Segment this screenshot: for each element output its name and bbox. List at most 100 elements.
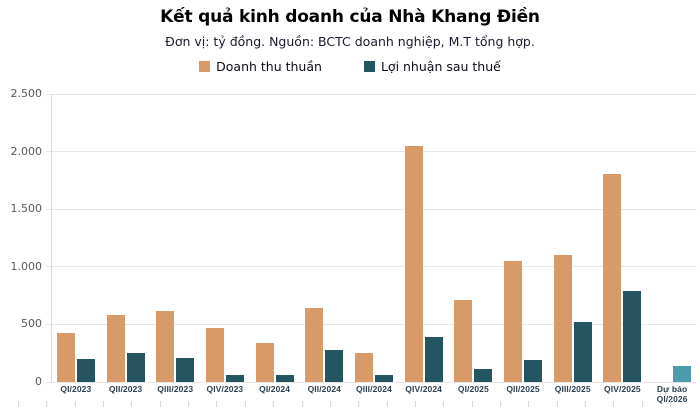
x-axis-tick-label: QIII/2024 bbox=[356, 384, 392, 394]
legend-swatch-revenue-icon bbox=[199, 61, 211, 72]
bottom-axis-tick bbox=[159, 401, 161, 407]
gridline bbox=[46, 208, 697, 210]
x-axis-tick-label: QI/2023 bbox=[60, 384, 92, 394]
bar-profit bbox=[573, 322, 592, 382]
bar-profit bbox=[325, 350, 344, 382]
legend-swatch-profit-icon bbox=[363, 61, 375, 72]
bar-profit bbox=[673, 365, 692, 382]
bar-revenue bbox=[156, 311, 175, 382]
bottom-axis-tick bbox=[188, 401, 190, 407]
bottom-axis-ticks bbox=[0, 401, 700, 408]
bar-profit bbox=[126, 352, 145, 382]
bottom-axis-tick bbox=[301, 401, 303, 407]
bottom-axis-tick bbox=[585, 401, 586, 407]
gridline bbox=[46, 266, 697, 268]
bottom-axis-tick bbox=[471, 401, 473, 407]
plot-area: 0 500 1.000 1.500 2.000 2.500 bbox=[11, 87, 697, 388]
y-axis-tick-label: 0 bbox=[35, 375, 42, 388]
bar-group bbox=[449, 94, 499, 382]
bar-group bbox=[399, 94, 449, 382]
bar-group bbox=[299, 94, 349, 382]
y-axis-tick-label: 1.500 bbox=[10, 202, 43, 216]
bar-revenue bbox=[553, 255, 572, 382]
bottom-axis-tick bbox=[528, 401, 530, 407]
legend-item-profit: Lợi nhuận sau thuế bbox=[363, 59, 501, 74]
x-axis-tick-label: QIV/2023 bbox=[206, 384, 244, 394]
gridline bbox=[46, 381, 697, 383]
bar-group bbox=[598, 94, 648, 382]
bar-profit bbox=[474, 368, 493, 382]
x-axis-tick-label: QII/2023 bbox=[108, 384, 143, 394]
legend-label-revenue: Doanh thu thuần bbox=[216, 59, 322, 74]
bottom-axis-tick bbox=[670, 401, 672, 407]
bottom-axis-tick bbox=[18, 401, 19, 407]
x-axis-tick-label: QI/2025 bbox=[457, 384, 489, 394]
bottom-axis-tick bbox=[46, 401, 48, 407]
bar-profit bbox=[275, 375, 294, 382]
bar-profit bbox=[374, 374, 393, 382]
chart-subtitle: Đơn vị: tỷ đồng. Nguồn: BCTC doanh nghiệ… bbox=[165, 34, 535, 49]
bottom-axis-tick bbox=[329, 401, 331, 407]
bar-profit bbox=[623, 291, 642, 382]
bar-revenue bbox=[205, 328, 224, 382]
bar-group bbox=[498, 94, 548, 382]
bottom-axis-tick bbox=[216, 401, 218, 407]
bottom-axis-tick bbox=[74, 401, 76, 407]
gridline bbox=[46, 151, 697, 153]
bar-revenue bbox=[255, 343, 274, 382]
x-axis-tick-label: QI/2024 bbox=[259, 384, 291, 394]
x-axis-tick-label: QIV/2024 bbox=[405, 384, 443, 394]
bar-profit bbox=[424, 337, 443, 382]
bar-group bbox=[647, 94, 697, 382]
bar-group bbox=[349, 94, 399, 382]
bottom-axis-tick bbox=[358, 401, 360, 407]
x-axis-tick-label: QII/2024 bbox=[307, 384, 341, 394]
y-axis-tick-label: 1.000 bbox=[10, 259, 43, 273]
bottom-axis-tick bbox=[244, 401, 246, 407]
y-axis-line bbox=[51, 94, 52, 382]
x-axis-tick-label: QIV/2025 bbox=[604, 384, 641, 394]
legend-item-revenue: Doanh thu thuần bbox=[199, 59, 322, 74]
bar-profit bbox=[524, 360, 543, 382]
bar-revenue bbox=[106, 314, 125, 382]
bar-revenue bbox=[354, 353, 373, 382]
bar-group bbox=[51, 94, 101, 382]
x-axis-tick-label: QIII/2025 bbox=[554, 384, 591, 394]
bar-revenue bbox=[305, 307, 324, 382]
bottom-axis-tick bbox=[103, 401, 105, 407]
bottom-axis-tick bbox=[131, 401, 133, 407]
legend: Doanh thu thuần Lợi nhuận sau thuế bbox=[0, 59, 700, 74]
bar-group bbox=[101, 94, 151, 382]
bottom-axis-tick bbox=[273, 401, 275, 407]
x-axis-tick-label: QII/2025 bbox=[506, 384, 540, 394]
legend-label-profit: Lợi nhuận sau thuế bbox=[380, 59, 501, 74]
bar-profit bbox=[76, 358, 95, 382]
bottom-axis-tick bbox=[641, 401, 643, 407]
y-axis-tick-label: 2.000 bbox=[10, 144, 43, 158]
bar-group bbox=[250, 94, 300, 382]
bottom-axis-tick bbox=[613, 401, 615, 407]
y-axis-tick-label: 500 bbox=[21, 317, 42, 331]
bar-revenue bbox=[454, 300, 473, 382]
x-axis-tick-label: QIII/2023 bbox=[157, 384, 194, 394]
bar-group bbox=[200, 94, 250, 382]
x-axis-tick-label: Dự báo QI/2026 bbox=[656, 384, 688, 404]
bar-revenue bbox=[603, 173, 622, 382]
bar-group bbox=[150, 94, 200, 382]
gridline bbox=[46, 323, 697, 325]
bar-group bbox=[548, 94, 598, 382]
bar-revenue bbox=[404, 145, 423, 382]
chart-title: Kết quả kinh doanh của Nhà Khang Điền bbox=[160, 7, 540, 27]
bars bbox=[51, 94, 697, 382]
bar-profit bbox=[225, 375, 244, 382]
bottom-axis-tick bbox=[386, 401, 388, 407]
gridline bbox=[46, 93, 697, 95]
bar-revenue bbox=[504, 261, 523, 382]
bottom-axis-tick bbox=[499, 401, 501, 407]
bottom-axis-tick bbox=[443, 401, 445, 407]
y-axis-tick-label: 2.500 bbox=[10, 87, 43, 100]
bar-revenue bbox=[56, 333, 75, 382]
x-axis-labels: QI/2023 QII/2023 QIII/2023 QIV/2023 QI/2024 Q… bbox=[51, 384, 697, 404]
bar-profit bbox=[176, 358, 195, 382]
